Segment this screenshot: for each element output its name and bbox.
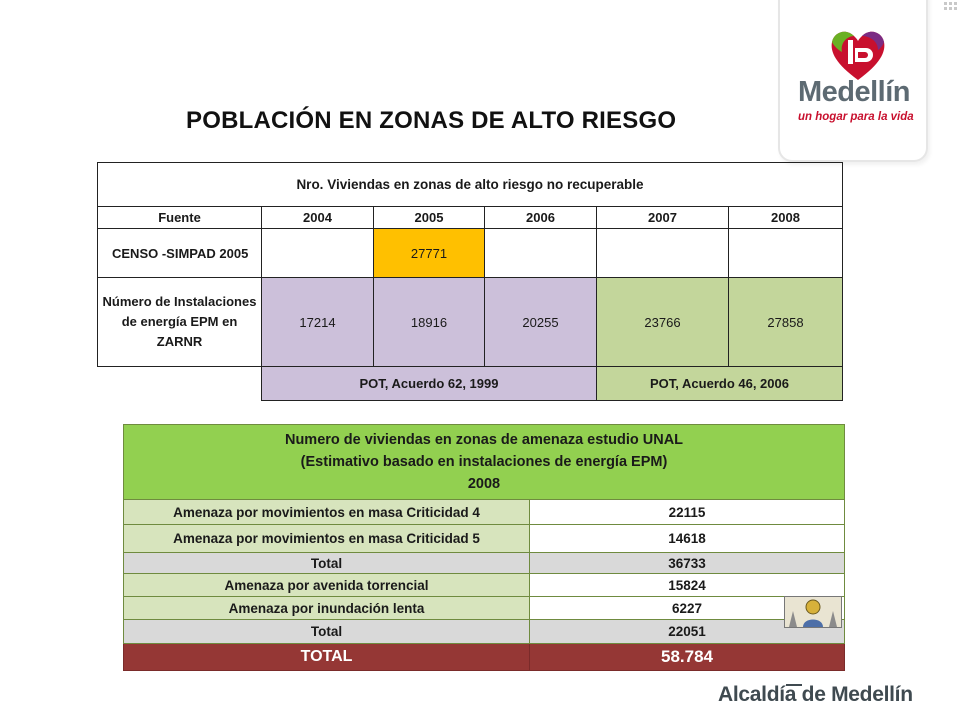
grand-total-value: 58.784 — [529, 643, 845, 671]
table2-header-line: (Estimativo basado en instalaciones de e… — [300, 454, 668, 470]
header-cell: 2004 — [261, 206, 374, 229]
row-label: Amenaza por avenida torrencial — [123, 573, 530, 597]
medellin-heart-icon — [831, 31, 885, 81]
data-cell: 27858 — [728, 277, 843, 367]
header-cell: 2008 — [728, 206, 843, 229]
row-label: Amenaza por inundación lenta — [123, 596, 530, 620]
source-row: POT, Acuerdo 62, 1999 POT, Acuerdo 46, 2… — [98, 366, 843, 401]
table2-header: Numero de viviendas en zonas de amenaza … — [123, 424, 845, 500]
data-cell: 20255 — [484, 277, 597, 367]
slide-title: POBLACIÓN EN ZONAS DE ALTO RIESGO — [186, 107, 677, 134]
source-pot-46: POT, Acuerdo 46, 2006 — [596, 366, 843, 401]
table-row: Amenaza por movimientos en masa Criticid… — [123, 499, 845, 525]
table-row: Total 22051 — [123, 619, 845, 644]
footer-divider — [786, 676, 802, 686]
row-label: Total — [123, 619, 530, 644]
empty-cell — [98, 367, 262, 401]
source-pot-62: POT, Acuerdo 62, 1999 — [261, 366, 597, 401]
header-cell: 2007 — [596, 206, 729, 229]
data-cell-highlight: 27771 — [373, 228, 485, 278]
header-cell: Fuente — [97, 206, 262, 229]
corner-pattern-icon — [944, 2, 957, 10]
data-cell: 17214 — [261, 277, 374, 367]
threat-zones-table: Numero de viviendas en zonas de amenaza … — [123, 424, 845, 671]
table-row: CENSO -SIMPAD 2005 27771 — [97, 228, 843, 278]
data-cell: 18916 — [373, 277, 485, 367]
table-row: Total 36733 — [123, 552, 845, 574]
logo-name: Medellín — [798, 76, 911, 108]
table-row: Número de Instalaciones de energía EPM e… — [97, 277, 843, 367]
row-label: Amenaza por movimientos en masa Criticid… — [123, 499, 530, 525]
table1-caption: Nro. Viviendas en zonas de alto riesgo n… — [97, 162, 843, 207]
row-label: Total — [123, 552, 530, 574]
grand-total-label: TOTAL — [123, 643, 530, 671]
row-label: CENSO -SIMPAD 2005 — [97, 228, 262, 278]
table2-header-line: Numero de viviendas en zonas de amenaza … — [284, 432, 684, 448]
row-label: Amenaza por movimientos en masa Criticid… — [123, 524, 530, 553]
table2-header-line: 2008 — [467, 476, 501, 492]
table-row: Amenaza por avenida torrencial 15824 — [123, 573, 845, 597]
row-label: Número de Instalaciones de energía EPM e… — [97, 277, 262, 367]
row-value: 22115 — [529, 499, 845, 525]
row-value: 14618 — [529, 524, 845, 553]
table-row: Amenaza por inundación lenta 6227 — [123, 596, 845, 620]
city-emblem-icon — [784, 596, 842, 628]
logo-tagline: un hogar para la vida — [798, 111, 914, 123]
data-cell — [484, 228, 597, 278]
data-cell — [728, 228, 843, 278]
table1-header-row: Fuente 2004 2005 2006 2007 2008 — [97, 206, 843, 229]
row-value: 36733 — [529, 552, 845, 574]
table-row: Amenaza por movimientos en masa Criticid… — [123, 524, 845, 553]
header-cell: 2006 — [484, 206, 597, 229]
data-cell — [261, 228, 374, 278]
high-risk-housing-table: Nro. Viviendas en zonas de alto riesgo n… — [97, 162, 843, 401]
footer-brand: Alcaldía de Medellín — [718, 683, 913, 706]
data-cell: 23766 — [596, 277, 729, 367]
header-cell: 2005 — [373, 206, 485, 229]
grand-total-row: TOTAL 58.784 — [123, 643, 845, 671]
medellin-logo: Medellín un hogar para la vida — [778, 0, 928, 162]
data-cell — [596, 228, 729, 278]
row-value: 15824 — [529, 573, 845, 597]
